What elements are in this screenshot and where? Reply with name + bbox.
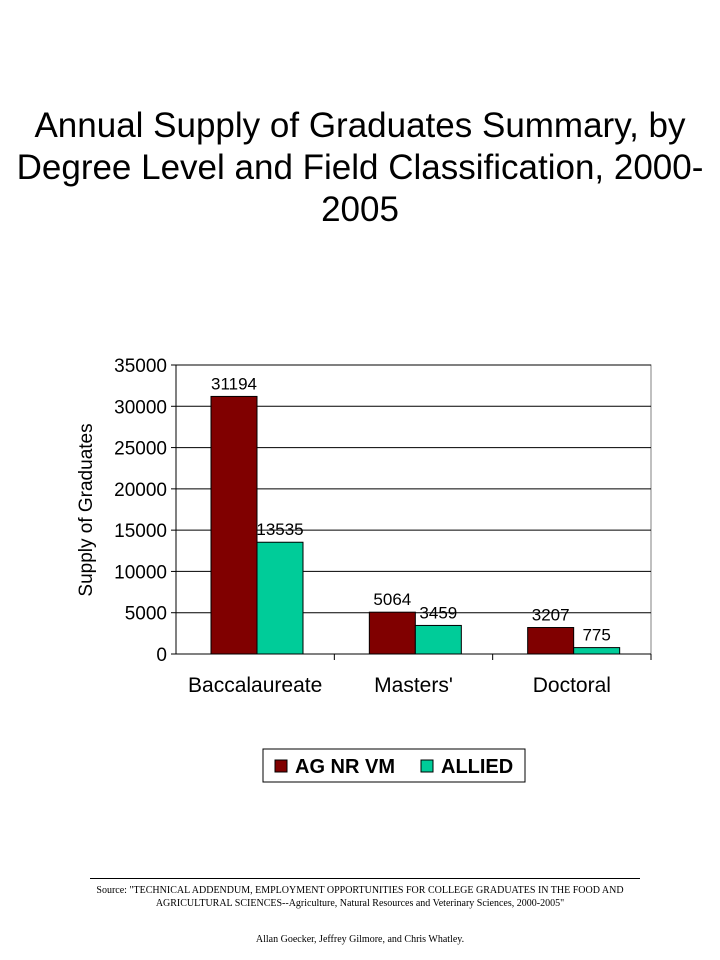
y-tick-label: 15000: [114, 521, 167, 542]
bar-ag-nr-vm: [527, 627, 575, 655]
y-tick-label: 35000: [114, 356, 167, 377]
y-axis-ticks: 0 5000 10000 15000 20000 25000 30000 35000: [114, 356, 176, 666]
bar-chart: 0 5000 10000 15000 20000 25000 30000 35000 Bacc…: [76, 356, 652, 783]
page-title: Annual Supply of Graduates Summary, by D…: [16, 106, 704, 229]
x-tick-label: Masters': [374, 674, 453, 697]
data-label: 3459: [419, 603, 457, 622]
bar-allied: [256, 541, 304, 655]
authors-note: Allan Goecker, Jeffrey Gilmore, and Chri…: [255, 934, 465, 945]
y-tick-label: 30000: [114, 397, 167, 418]
x-tick-label: Baccalaureate: [188, 674, 322, 697]
data-label: 5064: [373, 590, 411, 609]
bars: [210, 395, 621, 655]
source-note: Source: "TECHNICAL ADDENDUM, EMPLOYMENT …: [96, 885, 624, 909]
bar-ag-nr-vm: [368, 611, 416, 655]
y-tick-label: 0: [156, 645, 167, 666]
legend-label: ALLIED: [441, 756, 513, 778]
x-axis-ticks: Baccalaureate Masters' Doctoral: [188, 654, 652, 697]
x-tick-label: Doctoral: [533, 674, 611, 697]
legend: AG NR VM ALLIED: [262, 748, 526, 783]
data-label: 13535: [256, 520, 303, 539]
y-tick-label: 25000: [114, 439, 167, 460]
legend-swatch: [274, 759, 288, 773]
bar-allied: [414, 624, 462, 655]
legend-box: [262, 748, 526, 783]
bar-allied: [573, 647, 621, 655]
data-label: 31194: [211, 374, 257, 393]
legend-label: AG NR VM: [295, 756, 395, 778]
footer-divider: [90, 878, 640, 879]
y-axis-label: Supply of Graduates: [76, 423, 97, 596]
data-label: 775: [582, 626, 610, 645]
data-label: 3207: [532, 606, 570, 625]
bar-ag-nr-vm: [210, 395, 258, 655]
y-tick-label: 5000: [125, 604, 167, 625]
y-tick-label: 10000: [114, 562, 167, 583]
y-tick-label: 20000: [114, 480, 167, 501]
data-labels: 31194 13535 5064 3459 3207 775: [211, 374, 611, 644]
legend-swatch: [420, 759, 434, 773]
